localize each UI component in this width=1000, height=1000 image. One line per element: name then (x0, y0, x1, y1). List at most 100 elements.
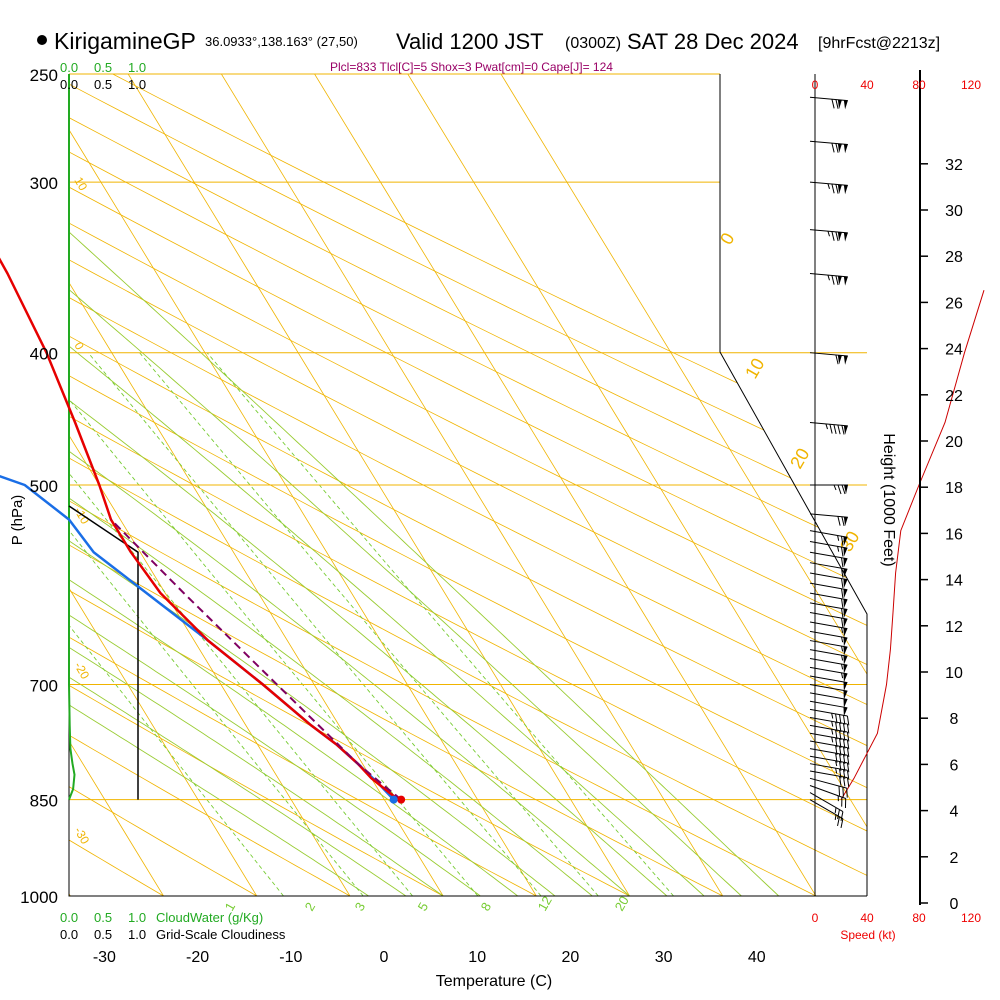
barb-staff (809, 140, 848, 146)
barb-pennant (843, 232, 848, 242)
top-cloudwater-scale: 0.0 0.5 1.0 (60, 60, 146, 75)
bottom-speed-tick: 40 (860, 911, 874, 925)
mixing-ratio-label: 3 (352, 900, 369, 914)
dry-adiabat-line (69, 74, 867, 896)
barb-pennant (843, 707, 848, 717)
barb-half-flag (835, 760, 838, 767)
barb-flag (846, 723, 850, 734)
barb-half-flag (831, 729, 834, 735)
isotherm-line (419, 74, 867, 896)
barb-staff (809, 732, 848, 741)
wind-barb (809, 716, 850, 734)
valid-time: Valid 1200 JST (396, 29, 544, 54)
barb-staff (809, 572, 848, 581)
top-speed-tick: 40 (860, 78, 874, 92)
height-tick-label: 8 (950, 711, 959, 728)
barb-staff (809, 181, 848, 186)
moist-adiabat-line (69, 74, 444, 896)
bottom-speed-tick: 80 (912, 911, 926, 925)
wind-barb (809, 658, 848, 674)
barb-flag (839, 753, 842, 764)
dry-adiabat-line (69, 74, 867, 896)
barb-flag (835, 729, 838, 740)
mixing-ratio-label: 12 (535, 893, 555, 913)
moist-adiabat-line (69, 74, 780, 896)
pressure-tick-label: 500 (30, 477, 58, 496)
barb-flag (831, 142, 835, 153)
barb-flag (841, 557, 844, 568)
temperature-tick-label: -30 (93, 949, 116, 966)
wind-barb (809, 96, 848, 110)
barb-flag (839, 746, 842, 756)
mixing-ratio-label: 2 (302, 900, 319, 914)
barb-pennant (843, 637, 848, 647)
barb-half-flag (827, 183, 830, 189)
barb-flag (831, 99, 835, 109)
barb-flag (837, 809, 840, 820)
temperature-tick-label: 10 (468, 949, 486, 966)
barb-half-flag (825, 423, 828, 430)
bottom-cloudwater-scale: 0.0 0.5 1.0 CloudWater (g/Kg) (60, 910, 263, 925)
barb-staff (809, 551, 848, 560)
dry-adiabat-label: 10 (741, 355, 768, 382)
barb-flag (841, 608, 844, 618)
barb-flag (841, 598, 844, 609)
barb-staff (809, 740, 848, 749)
barb-staff (809, 675, 848, 684)
barb-flag (841, 568, 844, 578)
wind-barb (809, 708, 850, 726)
dry-adiabat-line (69, 74, 867, 896)
mixing-ratio-label: 8 (478, 900, 495, 914)
wind-barb (809, 551, 848, 568)
height-tick-label: 24 (945, 342, 963, 359)
dry-adiabat-line (69, 74, 867, 896)
barb-flag (839, 714, 842, 725)
wind-barb (809, 700, 848, 717)
height-tick-label: 6 (950, 757, 959, 774)
wind-barb (809, 640, 848, 656)
barb-half-flag (831, 736, 834, 743)
barb-flag (835, 143, 839, 153)
dry-adiabat-line (69, 74, 214, 896)
barb-half-flag (837, 535, 840, 541)
dry-adiabat-line (69, 74, 867, 896)
moist-adiabat-line (69, 74, 668, 896)
dry-adiabat-line (69, 74, 867, 896)
barb-flag (846, 715, 850, 726)
barb-staff (809, 96, 848, 102)
barb-pennant (843, 673, 848, 683)
barb-half-flag (831, 721, 834, 727)
barb-staff (809, 630, 848, 639)
barb-flag (841, 618, 844, 628)
top-speed-tick: 120 (961, 78, 981, 92)
valid-date: SAT 28 Dec 2024 (627, 29, 799, 54)
temperature-surface-marker (397, 795, 406, 804)
isotherm-line (140, 74, 741, 896)
bottom-cloudiness-tick: 1.0 (128, 927, 146, 942)
top-cloudwater-tick: 0.5 (94, 60, 112, 75)
wind-barb (809, 785, 847, 809)
height-tick-label: 2 (950, 850, 959, 867)
dry-adiabat-line (69, 74, 867, 896)
barb-flag (841, 546, 844, 557)
dry-adiabat-line (69, 74, 308, 896)
barb-pennant (843, 618, 848, 628)
barb-staff (809, 422, 848, 427)
station-coords: 36.0933°,138.163° (27,50) (205, 34, 358, 49)
parcel-path-line (110, 518, 402, 801)
wind-barb (809, 592, 848, 609)
moist-adiabat-line (69, 74, 593, 896)
barb-staff (809, 649, 848, 657)
bottom-cloudiness-tick: 0.0 (60, 927, 78, 942)
barb-flag (835, 737, 838, 748)
barb-flag (835, 713, 838, 724)
wind-barb (809, 572, 848, 589)
bottom-speed-tick: 0 (812, 911, 819, 925)
barb-staff (809, 777, 847, 789)
height-tick-label: 22 (945, 388, 963, 405)
zulu-time: (0300Z) (565, 35, 621, 52)
barb-pennant (843, 185, 848, 195)
barb-pennant (843, 655, 848, 665)
barb-half-flag (841, 655, 844, 661)
